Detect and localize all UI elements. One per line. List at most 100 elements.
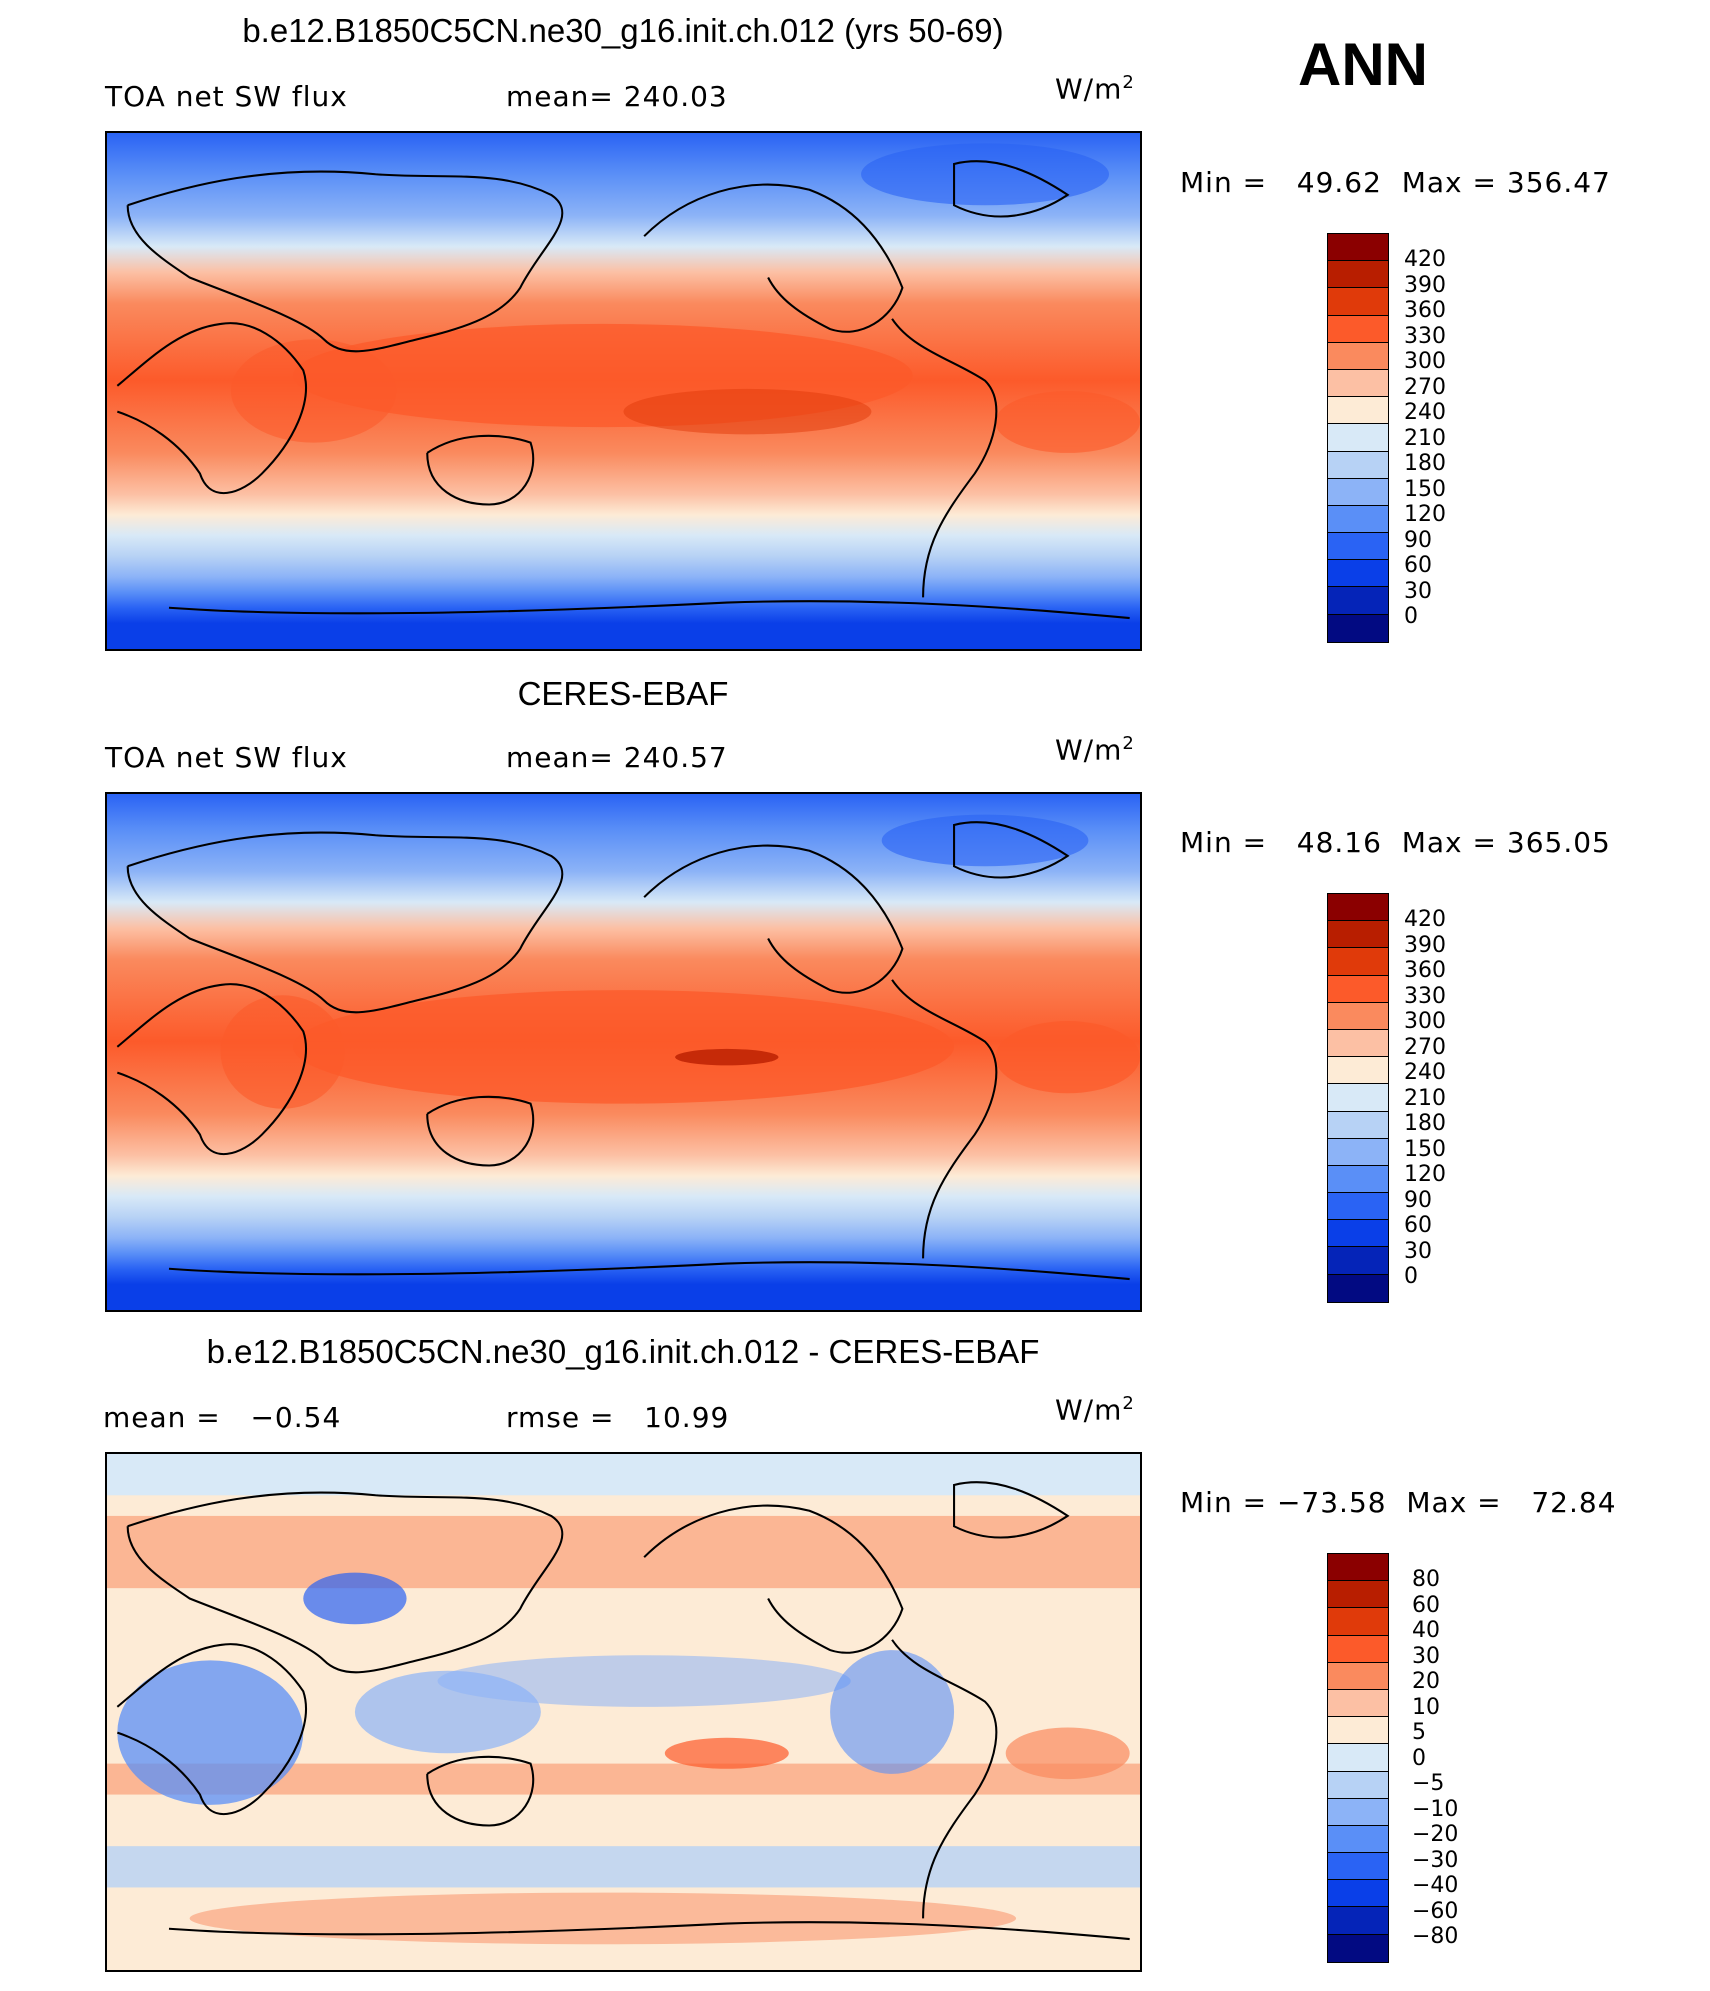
colorbar-tick-label: 270 bbox=[1404, 374, 1446, 400]
colorbar-swatch bbox=[1328, 1138, 1388, 1166]
colorbar-tick-label: 240 bbox=[1404, 1060, 1446, 1085]
colorbar-swatch bbox=[1328, 234, 1388, 262]
colorbar-swatch bbox=[1328, 560, 1388, 588]
colorbar-tick-label: 360 bbox=[1404, 298, 1446, 323]
colorbar-swatch bbox=[1328, 1717, 1388, 1745]
panel-2-colorbar-labels: 420 390 360 330 300 270 240 210 180 150 120 90 60 30 0 bbox=[1404, 907, 1446, 1290]
colorbar-tick-label: 60 bbox=[1412, 1592, 1440, 1618]
colorbar-tick-label: 30 bbox=[1404, 578, 1432, 604]
panel-1-map-field bbox=[107, 133, 1140, 649]
colorbar-swatch bbox=[1328, 1689, 1388, 1718]
panel-2-map-field bbox=[107, 794, 1140, 1310]
colorbar-tick-label: 150 bbox=[1404, 476, 1446, 502]
colorbar-swatch bbox=[1328, 1771, 1388, 1799]
colorbar-swatch bbox=[1328, 478, 1388, 506]
colorbar-tick-label: 90 bbox=[1404, 1187, 1432, 1213]
colorbar-tick-label: 120 bbox=[1404, 1162, 1446, 1187]
colorbar-swatch bbox=[1328, 1662, 1388, 1690]
colorbar-tick-label: 330 bbox=[1404, 983, 1446, 1009]
colorbar-swatch bbox=[1328, 614, 1388, 642]
colorbar-tick-label: −60 bbox=[1412, 1898, 1459, 1924]
panel-2-variable-label: TOA net SW flux bbox=[105, 741, 348, 774]
colorbar-tick-label: 390 bbox=[1404, 932, 1446, 958]
colorbar-tick-label: 150 bbox=[1404, 1136, 1446, 1162]
colorbar-swatch bbox=[1328, 1220, 1388, 1248]
colorbar-tick-label: 0 bbox=[1404, 1264, 1418, 1289]
panel-1-map bbox=[105, 131, 1142, 651]
colorbar-tick-label: −30 bbox=[1412, 1847, 1459, 1873]
colorbar-tick-label: 210 bbox=[1404, 425, 1446, 451]
colorbar-tick-label: −80 bbox=[1412, 1924, 1459, 1949]
colorbar-tick-label: −10 bbox=[1412, 1796, 1459, 1822]
colorbar-swatch bbox=[1328, 894, 1388, 922]
colorbar-swatch bbox=[1328, 533, 1388, 561]
colorbar-swatch bbox=[1328, 948, 1388, 976]
panel-3-map-field bbox=[107, 1454, 1140, 1970]
colorbar-swatch bbox=[1328, 451, 1388, 479]
colorbar-swatch bbox=[1328, 1744, 1388, 1772]
colorbar-tick-label: 180 bbox=[1404, 1111, 1446, 1136]
colorbar-tick-label: 420 bbox=[1404, 907, 1446, 932]
colorbar-swatch bbox=[1328, 1193, 1388, 1221]
colorbar-tick-label: 60 bbox=[1404, 553, 1432, 578]
colorbar-swatch bbox=[1328, 261, 1388, 289]
panel-3-mean-label: mean = −0.54 bbox=[103, 1401, 342, 1434]
colorbar-swatch bbox=[1328, 1084, 1388, 1112]
colorbar-swatch bbox=[1328, 975, 1388, 1003]
panel-1-units-label: W/m2 bbox=[1055, 72, 1135, 106]
colorbar-swatch bbox=[1328, 424, 1388, 452]
colorbar-tick-label: 0 bbox=[1404, 604, 1418, 629]
colorbar-swatch bbox=[1328, 1029, 1388, 1058]
colorbar-tick-label: −5 bbox=[1412, 1771, 1445, 1796]
colorbar-tick-label: 0 bbox=[1412, 1745, 1426, 1771]
panel-1-mean-label: mean= 240.03 bbox=[506, 80, 728, 113]
colorbar-tick-label: 300 bbox=[1404, 1009, 1446, 1034]
colorbar-swatch bbox=[1328, 1798, 1388, 1826]
panel-2-mean-label: mean= 240.57 bbox=[506, 741, 728, 774]
colorbar-swatch bbox=[1328, 1247, 1388, 1275]
panel-2-minmax: Min = 48.16 Max = 365.05 bbox=[1180, 826, 1611, 859]
panel-3-minmax: Min = −73.58 Max = 72.84 bbox=[1180, 1486, 1617, 1519]
colorbar-tick-label: 80 bbox=[1412, 1567, 1440, 1592]
colorbar-swatch bbox=[1328, 315, 1388, 343]
colorbar-swatch bbox=[1328, 288, 1388, 316]
panel-2-colorbar bbox=[1327, 893, 1389, 1303]
colorbar-swatch bbox=[1328, 369, 1388, 398]
colorbar-swatch bbox=[1328, 921, 1388, 949]
panel-2-map bbox=[105, 792, 1142, 1312]
colorbar-tick-label: 330 bbox=[1404, 323, 1446, 349]
panel-1-colorbar-labels: 420 390 360 330 300 270 240 210 180 150 120 90 60 30 0 bbox=[1404, 247, 1446, 630]
panel-2-units-label: W/m2 bbox=[1055, 733, 1135, 767]
panel-3-colorbar bbox=[1327, 1553, 1389, 1963]
colorbar-tick-label: 60 bbox=[1404, 1213, 1432, 1238]
colorbar-swatch bbox=[1328, 1274, 1388, 1302]
colorbar-tick-label: −20 bbox=[1412, 1822, 1459, 1847]
panel-1-colorbar bbox=[1327, 233, 1389, 643]
colorbar-swatch bbox=[1328, 1002, 1388, 1030]
colorbar-tick-label: 40 bbox=[1412, 1618, 1440, 1643]
season-label: ANN bbox=[1298, 31, 1428, 98]
colorbar-swatch bbox=[1328, 1934, 1388, 1962]
colorbar-tick-label: 360 bbox=[1404, 958, 1446, 983]
colorbar-tick-label: 120 bbox=[1404, 502, 1446, 527]
panel-3-colorbar-labels: 80 60 40 30 20 10 5 0 −5 −10 −20 −30 −40 −60 −80 bbox=[1412, 1567, 1458, 1950]
colorbar-tick-label: 20 bbox=[1412, 1669, 1440, 1694]
colorbar-tick-label: 420 bbox=[1404, 247, 1446, 272]
colorbar-tick-label: 210 bbox=[1404, 1085, 1446, 1111]
colorbar-swatch bbox=[1328, 1608, 1388, 1636]
panel-1-variable-label: TOA net SW flux bbox=[105, 80, 348, 113]
colorbar-swatch bbox=[1328, 1165, 1388, 1194]
colorbar-swatch bbox=[1328, 1554, 1388, 1582]
colorbar-tick-label: 30 bbox=[1404, 1238, 1432, 1264]
colorbar-tick-label: 240 bbox=[1404, 400, 1446, 425]
colorbar-swatch bbox=[1328, 1057, 1388, 1085]
colorbar-tick-label: 10 bbox=[1412, 1694, 1440, 1720]
colorbar-swatch bbox=[1328, 1635, 1388, 1663]
panel-1-title: b.e12.B1850C5CN.ne30_g16.init.ch.012 (yr… bbox=[242, 12, 1004, 49]
panel-3-units-label: W/m2 bbox=[1055, 1393, 1135, 1427]
colorbar-tick-label: 30 bbox=[1412, 1643, 1440, 1669]
panel-3-map bbox=[105, 1452, 1142, 1972]
colorbar-swatch bbox=[1328, 505, 1388, 534]
colorbar-swatch bbox=[1328, 1853, 1388, 1881]
panel-2-title: CERES-EBAF bbox=[517, 675, 729, 712]
